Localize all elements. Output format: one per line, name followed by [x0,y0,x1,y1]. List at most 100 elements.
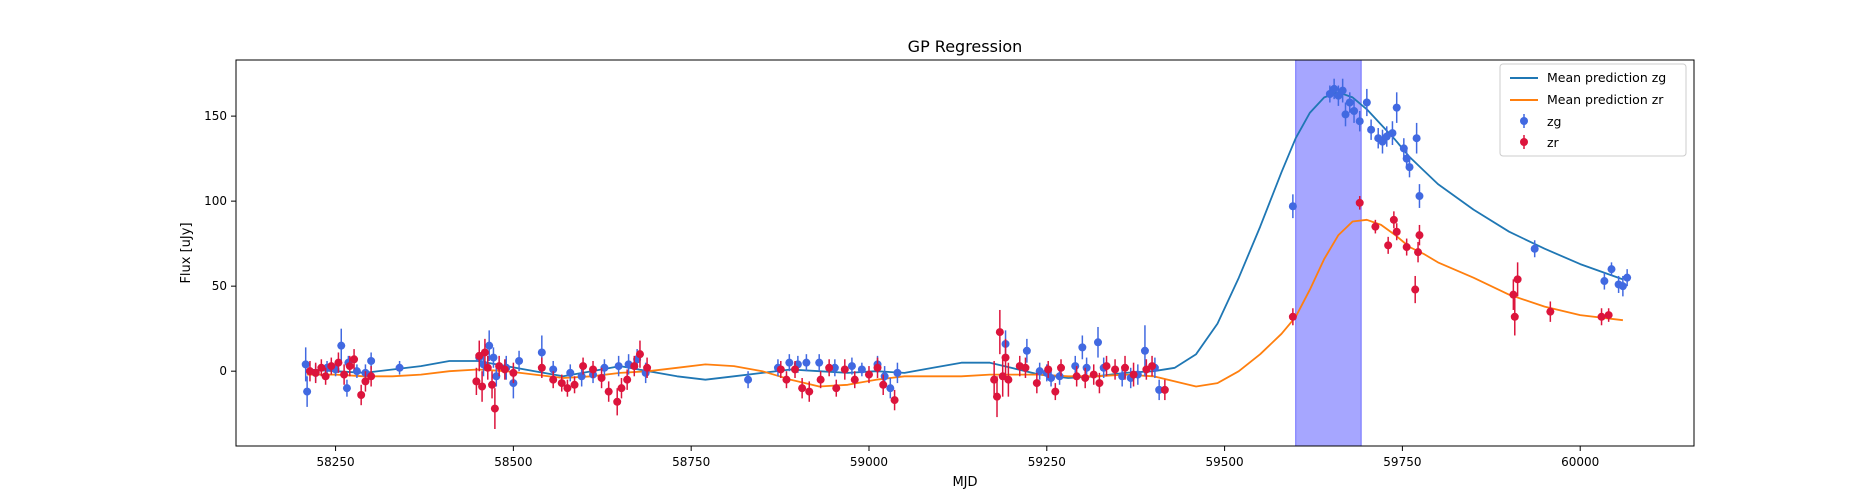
data-point [1597,312,1606,321]
data-point [488,380,497,389]
data-point [350,355,359,364]
data-point [1402,243,1411,252]
data-point [1330,84,1339,93]
data-point [990,375,999,384]
data-point [1288,312,1297,321]
data-point [791,365,800,374]
data-point [1032,379,1041,388]
data-point [334,358,343,367]
data-point [815,358,824,367]
data-point [311,368,320,377]
data-point [880,372,889,381]
data-point [1051,387,1060,396]
data-point [500,365,509,374]
legend-marker [1520,138,1528,146]
data-point [864,370,873,379]
data-point [515,356,524,365]
data-point [879,380,888,389]
data-point [395,363,404,372]
data-point [825,363,834,372]
data-point [623,375,632,384]
data-point [1055,372,1064,381]
data-point [776,365,785,374]
data-point [1392,227,1401,236]
data-point [1338,86,1347,95]
data-point [1111,365,1120,374]
data-point [1072,372,1081,381]
data-point [802,358,811,367]
data-point [327,362,336,371]
x-tick-label: 59500 [1206,455,1244,469]
data-point [1412,134,1421,143]
data-point [1121,363,1130,372]
data-point [480,348,489,357]
x-tick-label: 59000 [850,455,888,469]
axis-ticks: 58250 58500 58750 59000 59250 59500 59750 60000… [204,109,1599,469]
data-point [1093,338,1102,347]
data-point [857,365,866,374]
data-point [604,387,613,396]
legend-marker [1520,117,1528,125]
data-point [613,397,622,406]
axes-frame [235,59,1695,447]
data-point [1071,362,1080,371]
data-point [1044,365,1053,374]
data-point [367,356,376,365]
data-point [1414,248,1423,257]
data-point [1399,144,1408,153]
data-point [1530,244,1539,253]
data-point [557,379,566,388]
data-point [1389,215,1398,224]
y-tick-label: 150 [204,109,227,123]
x-tick-label: 59750 [1383,455,1421,469]
data-point [1081,373,1090,382]
data-point [643,363,652,372]
data-point [830,363,839,372]
data-point [1118,372,1127,381]
data-point [847,362,856,371]
data-point [1129,370,1138,379]
data-point [782,375,791,384]
data-point [361,377,370,386]
data-point [490,404,499,413]
data-point [1004,375,1013,384]
data-point [1355,117,1364,126]
data-point [1341,110,1350,119]
y-tick-label: 50 [212,279,227,293]
data-point [635,350,644,359]
data-point [1078,343,1087,352]
data-point [614,362,623,371]
data-point [1405,163,1414,172]
legend-box [1499,63,1687,157]
data-point [1350,107,1359,116]
data-point [1089,370,1098,379]
data-point [1509,290,1518,299]
data-point [1623,273,1632,282]
data-point [893,368,902,377]
data-point [1604,311,1613,320]
data-point [478,382,487,391]
data-point [1155,385,1164,394]
data-point [993,392,1002,401]
legend-swatch-zg-points [1520,114,1528,128]
data-point [1388,129,1397,138]
data-point [597,373,606,382]
data-point [1600,277,1609,286]
data-point [1021,363,1030,372]
data-point [342,384,351,393]
legend-label-zr-line: Mean prediction zr [1547,92,1664,107]
x-tick-label: 59250 [1028,455,1066,469]
data-point [873,363,882,372]
data-point [1095,379,1104,388]
data-point [337,341,346,350]
data-point [1140,346,1149,355]
x-tick-label: 58750 [672,455,710,469]
data-point [472,377,481,386]
legend-label-zr-points: zr [1547,135,1560,150]
data-point [485,341,494,350]
data-point [1160,385,1169,394]
data-point [890,396,899,405]
data-point [1288,202,1297,211]
data-point [577,372,586,381]
data-point [995,328,1004,337]
